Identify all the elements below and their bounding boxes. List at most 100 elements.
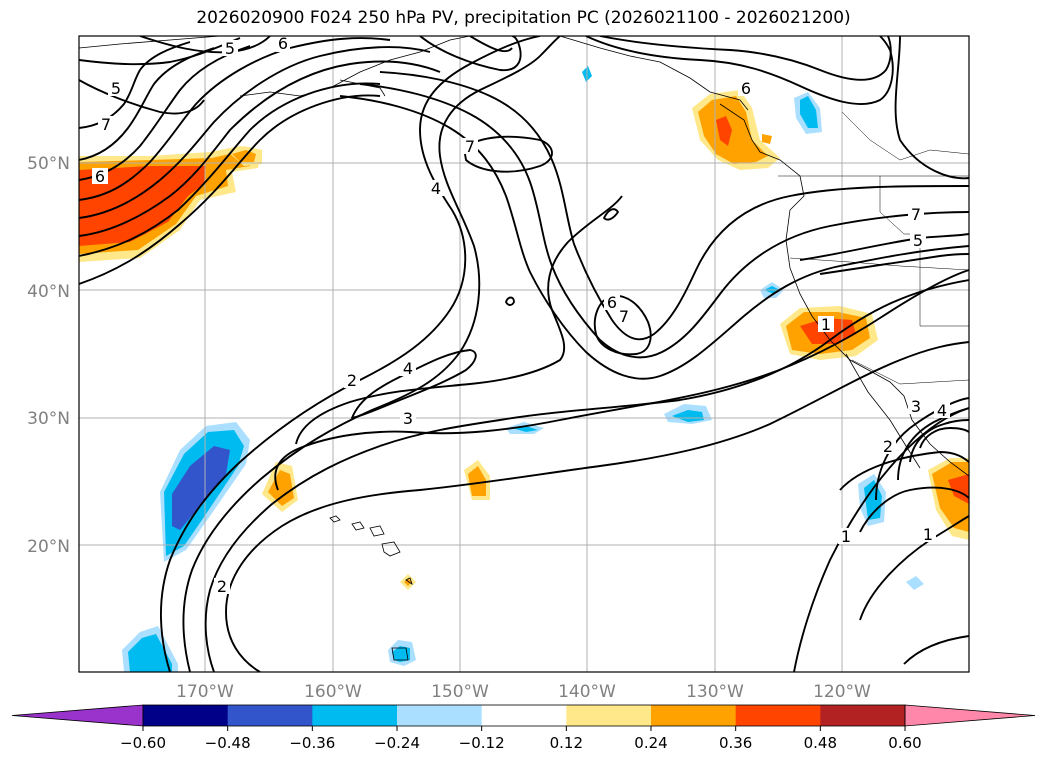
contour-label-group: 7 <box>616 307 632 326</box>
contour-label: 1 <box>923 525 933 544</box>
pv-contour <box>903 635 969 665</box>
lon-label: 130°W <box>686 682 744 702</box>
pv-contour <box>79 47 215 161</box>
pv-contour <box>859 486 969 533</box>
pv-contour <box>897 407 969 481</box>
pv-contour <box>793 407 969 672</box>
contour-label-group: 2 <box>214 577 230 596</box>
pv-contours <box>79 36 969 672</box>
pv-contour <box>79 82 381 257</box>
contour-label: 3 <box>403 409 413 428</box>
contour-label-group: 6 <box>92 167 108 186</box>
contour-label: 6 <box>95 167 105 186</box>
contour-label: 1 <box>821 315 831 334</box>
pv-contour <box>359 83 969 359</box>
pv-contour <box>379 71 969 341</box>
island <box>351 521 365 531</box>
colorbar-extend-high <box>904 704 1036 727</box>
contour-label-group: 1 <box>838 527 854 546</box>
precip-positive-area <box>948 474 969 504</box>
pv-contour <box>839 451 969 491</box>
coastline <box>339 79 386 97</box>
colorbar-bin <box>651 705 737 726</box>
colorbar-tick-label: −0.48 <box>205 734 251 752</box>
precip-negative-area <box>864 480 882 520</box>
coastline <box>559 36 749 111</box>
lon-label: 140°W <box>558 682 616 702</box>
pv-contour <box>819 253 969 275</box>
contour-label: 1 <box>841 527 851 546</box>
coastline <box>845 353 921 469</box>
colorbar-tick-label: 0.24 <box>634 734 667 752</box>
contour-label: 4 <box>937 401 947 420</box>
pv-contour <box>225 341 969 672</box>
contour-label-group: 6 <box>276 36 290 53</box>
pv-contour <box>351 349 477 419</box>
pv-contour <box>599 36 892 81</box>
map-title: 2026020900 F024 250 hPa PV, precipitatio… <box>196 8 851 28</box>
state-border <box>851 359 969 385</box>
precip-negative-area <box>800 96 818 128</box>
contour-label-group: 6 <box>738 79 754 98</box>
pv-contour <box>79 37 241 66</box>
colorbar-bin <box>481 705 567 726</box>
pv-contour <box>295 195 623 445</box>
contour-label: 6 <box>741 79 751 98</box>
contour-label: 4 <box>403 359 413 378</box>
colorbar: −0.60 −0.48 −0.36 −0.24 −0.12 0.12 0.24 0.36 0.4… <box>11 704 1036 752</box>
lat-label: 40°N <box>27 282 70 302</box>
colorbar-tick-label: −0.36 <box>289 734 335 752</box>
contour-label: 5 <box>111 79 121 98</box>
coastline <box>239 36 471 97</box>
pv-contour <box>79 79 205 115</box>
colorbar-bin <box>312 705 398 726</box>
contour-label: 5 <box>225 39 235 58</box>
contour-label: 7 <box>619 307 629 326</box>
contour-label-group: 3 <box>400 409 416 428</box>
pv-contour <box>603 208 619 221</box>
pv-contour <box>894 36 969 180</box>
lon-label: 170°W <box>176 682 234 702</box>
contour-label-group: 7 <box>462 137 478 156</box>
pv-contour <box>593 294 652 356</box>
island <box>381 541 401 557</box>
contour-label-group: 2 <box>880 437 896 456</box>
state-border <box>789 257 969 271</box>
island <box>405 577 413 585</box>
contour-label-group: 2 <box>344 371 360 390</box>
pv-contour <box>204 279 969 672</box>
lon-label: 120°W <box>813 682 871 702</box>
contour-label: 7 <box>465 137 475 156</box>
colorbar-bin <box>227 705 313 726</box>
contour-label-group: 1 <box>818 315 834 334</box>
pv-contour <box>469 36 513 53</box>
precip-negative-area <box>172 446 230 530</box>
precip-positive-area <box>79 166 206 246</box>
contour-label-group: 6 <box>604 293 620 312</box>
precip-positive-area <box>716 116 732 146</box>
precip-positive-area <box>762 134 772 144</box>
colorbar-tick-label: −0.24 <box>374 734 420 752</box>
pv-contour <box>463 135 553 173</box>
contour-label: 4 <box>431 179 441 198</box>
lat-label: 50°N <box>27 154 70 174</box>
pv-contour <box>875 397 969 501</box>
contour-label: 7 <box>911 205 921 224</box>
pv-contour <box>79 60 441 237</box>
colorbar-bin <box>143 705 229 726</box>
pv-contour <box>919 427 969 449</box>
contour-label: 6 <box>607 293 617 312</box>
gridlines <box>79 36 969 672</box>
contour-label-group: 7 <box>908 205 924 224</box>
contour-label-group: 4 <box>934 401 950 420</box>
precip-positive-area <box>232 150 256 162</box>
colorbar-tick-label: −0.60 <box>120 734 166 752</box>
contour-label: 2 <box>217 577 227 596</box>
coastline <box>79 36 221 49</box>
contour-label: 2 <box>347 371 357 390</box>
pv-contour <box>859 515 969 621</box>
contour-label-group: 5 <box>108 79 124 98</box>
colorbar-tick-label: 0.60 <box>888 734 921 752</box>
